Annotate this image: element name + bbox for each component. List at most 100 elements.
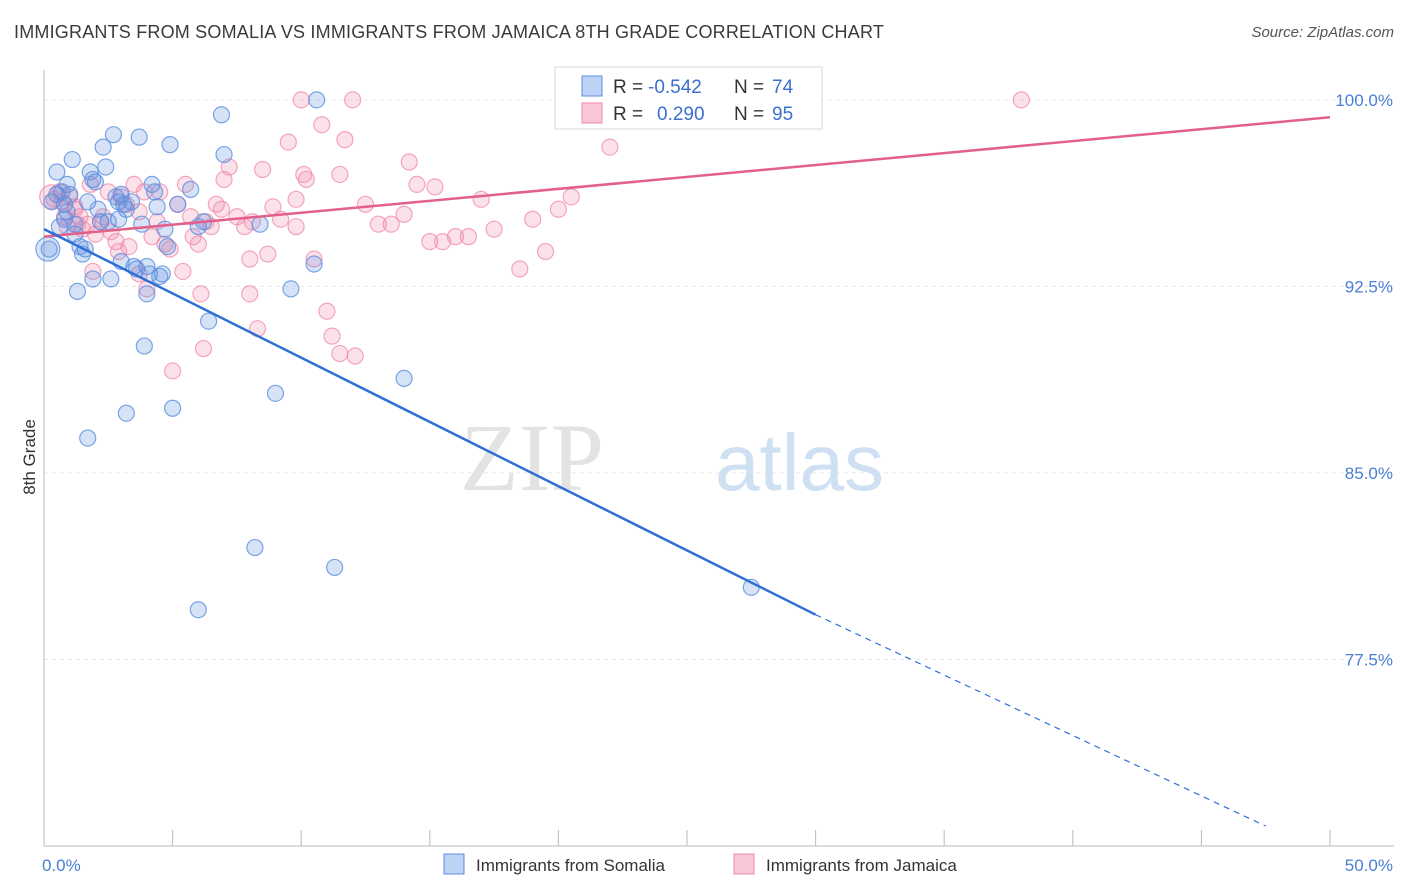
legend-jamaica-label: Immigrants from Jamaica bbox=[766, 856, 957, 875]
somalia-point-73 bbox=[58, 175, 76, 194]
somalia-point-57 bbox=[266, 384, 285, 402]
jamaica-point-65 bbox=[336, 131, 354, 149]
somalia-point-71 bbox=[138, 257, 156, 276]
somalia-point-61 bbox=[79, 429, 97, 447]
jamaica-point-89 bbox=[346, 347, 364, 365]
jamaica-point-75 bbox=[434, 233, 452, 251]
somalia-point-37 bbox=[133, 215, 151, 233]
jamaica-point-62 bbox=[318, 302, 336, 320]
y-tick-labels: 77.5% 85.0% 92.5% 100.0% bbox=[1335, 91, 1393, 670]
somalia-point-44 bbox=[151, 267, 169, 286]
somalia-swatch bbox=[581, 75, 603, 97]
somalia-points bbox=[35, 91, 760, 619]
y-tick-label-3: 100.0% bbox=[1335, 91, 1393, 110]
jamaica-point-43 bbox=[207, 195, 225, 213]
somalia-point-47 bbox=[158, 237, 177, 256]
watermark-atlas: atlas bbox=[715, 418, 884, 507]
somalia-point-50 bbox=[182, 180, 200, 198]
somalia-trend-line bbox=[43, 228, 817, 616]
y-tick-label-2: 92.5% bbox=[1345, 277, 1393, 296]
chart-title: IMMIGRANTS FROM SOMALIA VS IMMIGRANTS FR… bbox=[14, 22, 885, 42]
jamaica-r-label: R = bbox=[613, 104, 643, 125]
somalia-point-3 bbox=[48, 163, 66, 181]
jamaica-point-58 bbox=[292, 91, 310, 109]
somalia-point-48 bbox=[161, 136, 179, 154]
somalia-point-60 bbox=[308, 91, 326, 109]
somalia-point-36 bbox=[130, 128, 148, 146]
somalia-point-53 bbox=[200, 312, 218, 330]
somalia-n-label: N = bbox=[734, 77, 764, 98]
jamaica-point-19 bbox=[109, 242, 128, 261]
somalia-point-cluster bbox=[35, 236, 61, 262]
somalia-point-20 bbox=[86, 173, 105, 191]
somalia-point-26 bbox=[102, 270, 120, 288]
somalia-point-38 bbox=[135, 337, 153, 355]
jamaica-point-32 bbox=[164, 362, 182, 380]
somalia-point-64 bbox=[326, 558, 344, 577]
somalia-point-46 bbox=[156, 220, 174, 238]
jamaica-point-73 bbox=[421, 233, 439, 251]
somalia-point-45 bbox=[153, 265, 171, 283]
somalia-point-12 bbox=[66, 215, 84, 233]
jamaica-point-71 bbox=[400, 153, 418, 171]
jamaica-point-88 bbox=[331, 344, 349, 363]
jamaica-point-30 bbox=[156, 235, 174, 253]
y-tick-label-0: 77.5% bbox=[1345, 650, 1393, 669]
jamaica-point-78 bbox=[472, 190, 490, 208]
jamaica-point-56 bbox=[279, 133, 297, 151]
jamaica-point-27 bbox=[143, 228, 161, 246]
jamaica-point-38 bbox=[189, 235, 207, 253]
jamaica-point-76 bbox=[446, 228, 465, 246]
jamaica-point-59 bbox=[297, 170, 315, 189]
jamaica-point-79 bbox=[485, 220, 503, 238]
jamaica-point-61 bbox=[313, 116, 331, 134]
jamaica-point-90 bbox=[241, 250, 259, 268]
jamaica-n-value: 95 bbox=[772, 104, 793, 125]
somalia-point-10 bbox=[63, 150, 81, 169]
jamaica-point-57 bbox=[287, 218, 305, 236]
somalia-point-8 bbox=[58, 203, 76, 221]
jamaica-n-label: N = bbox=[734, 104, 764, 125]
jamaica-point-40 bbox=[194, 339, 213, 358]
grid-lines bbox=[44, 99, 1394, 660]
somalia-trend-extension bbox=[815, 614, 1266, 827]
somalia-point-49 bbox=[164, 399, 182, 417]
jamaica-point-80 bbox=[511, 260, 529, 278]
trend-lines bbox=[43, 116, 1331, 827]
jamaica-point-66 bbox=[344, 91, 362, 109]
jamaica-r-value: 0.290 bbox=[657, 104, 705, 125]
jamaica-point-34 bbox=[174, 262, 192, 281]
legend-somalia-swatch bbox=[443, 853, 465, 875]
somalia-point-42 bbox=[145, 183, 164, 201]
jamaica-point-72 bbox=[408, 175, 426, 194]
somalia-point-9 bbox=[61, 185, 79, 203]
somalia-point-54 bbox=[212, 106, 231, 124]
somalia-point-56 bbox=[251, 215, 269, 233]
somalia-point-66 bbox=[395, 369, 413, 388]
jamaica-point-93 bbox=[295, 165, 313, 184]
jamaica-point-49 bbox=[241, 285, 259, 303]
jamaica-point-39 bbox=[192, 285, 210, 303]
jamaica-point-52 bbox=[254, 160, 272, 179]
somalia-point-19 bbox=[84, 170, 102, 189]
somalia-point-72 bbox=[169, 195, 187, 213]
jamaica-point-81 bbox=[524, 210, 542, 228]
jamaica-point-84 bbox=[562, 188, 580, 206]
somalia-point-0 bbox=[40, 240, 58, 258]
somalia-point-65 bbox=[189, 601, 207, 619]
jamaica-point-53 bbox=[259, 245, 277, 263]
series-legend: Immigrants from Somalia Immigrants from … bbox=[443, 853, 957, 875]
somalia-point-63 bbox=[246, 538, 264, 557]
jamaica-point-31 bbox=[161, 240, 179, 258]
somalia-r-label: R = bbox=[613, 77, 643, 98]
somalia-point-23 bbox=[94, 138, 112, 156]
somalia-point-24 bbox=[97, 158, 115, 176]
jamaica-points bbox=[39, 91, 1030, 380]
jamaica-trend-line bbox=[43, 116, 1331, 238]
somalia-point-55 bbox=[215, 145, 233, 164]
x-tick-label-0: 0.0% bbox=[42, 856, 81, 875]
y-axis-label: 8th Grade bbox=[20, 419, 39, 495]
legend-somalia-label: Immigrants from Somalia bbox=[476, 856, 665, 875]
jamaica-point-83 bbox=[549, 200, 568, 218]
jamaica-point-44 bbox=[212, 200, 231, 218]
